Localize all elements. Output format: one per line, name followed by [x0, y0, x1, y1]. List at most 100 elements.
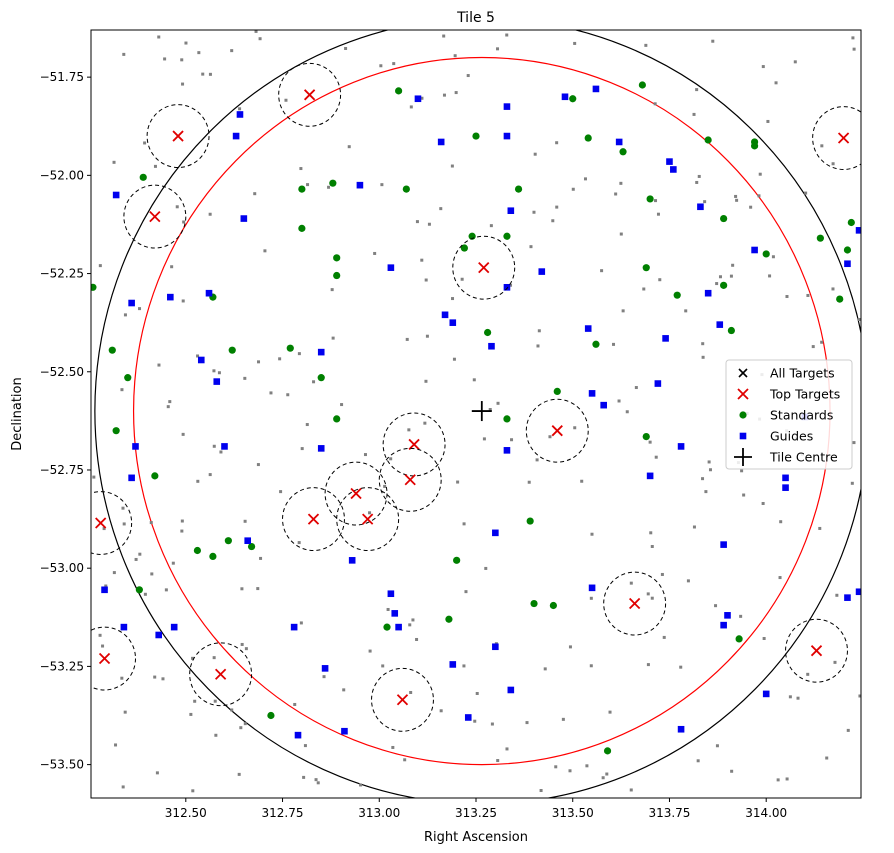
guide-point	[720, 621, 727, 629]
top-target-point	[172, 130, 184, 142]
standard-point	[286, 344, 294, 352]
all-target-point	[340, 403, 344, 407]
all-target-point	[244, 647, 248, 651]
top-target-mark-stroke	[629, 597, 641, 610]
all-target-point	[213, 699, 217, 703]
guide-point	[588, 390, 596, 397]
standard-point	[530, 599, 538, 608]
all-target-point	[654, 199, 658, 203]
top-target-point	[551, 425, 563, 437]
guide-point	[782, 484, 789, 491]
all-target-point	[163, 57, 167, 61]
guide-point	[507, 207, 515, 215]
top-target-highlight-circle	[378, 447, 442, 512]
guide-point	[855, 588, 861, 596]
guide-point	[236, 111, 244, 118]
all-target-point	[181, 82, 185, 86]
guide-point	[348, 557, 356, 564]
all-target-point	[731, 263, 735, 267]
all-target-point	[496, 759, 500, 763]
all-target-point	[322, 675, 326, 679]
guide-point	[221, 443, 228, 450]
all-target-point	[766, 119, 770, 123]
guide-point	[232, 132, 240, 140]
all-target-point	[539, 789, 543, 793]
all-target-point	[573, 426, 577, 430]
top-target-point	[98, 652, 111, 665]
top-target-mark-stroke	[149, 210, 161, 223]
top-target-mark-stroke	[404, 474, 416, 486]
all-target-point	[621, 309, 625, 313]
standard-point	[843, 246, 852, 254]
standard-point	[503, 415, 511, 423]
all-target-point	[123, 313, 127, 317]
top-target-highlight-circle	[336, 487, 400, 552]
y-tick-label: −51.75	[40, 70, 84, 84]
all-target-point	[662, 635, 666, 639]
all-target-point	[182, 220, 186, 224]
standard-point	[514, 185, 523, 193]
all-target-point	[386, 607, 390, 611]
all-target-point	[793, 60, 797, 64]
all-target-point	[347, 145, 351, 149]
y-tick-label: −53.00	[40, 561, 84, 575]
all-target-point	[450, 164, 454, 168]
all-target-point	[697, 174, 701, 178]
legend-label: All Targets	[770, 366, 835, 381]
all-target-point	[181, 299, 185, 303]
all-target-point	[785, 295, 789, 299]
guide-point	[128, 474, 135, 482]
guide-point	[112, 191, 120, 199]
legend-standards-marker	[739, 411, 747, 419]
x-tick-label: 313.25	[455, 806, 497, 820]
tile-centre-marker	[471, 401, 492, 422]
standard-point	[603, 747, 612, 755]
all-target-point	[168, 400, 172, 404]
all-target-point	[580, 479, 584, 483]
all-target-point	[368, 649, 372, 653]
guide-point	[844, 260, 851, 268]
standard-point	[720, 281, 728, 289]
guide-point	[213, 378, 221, 385]
all-target-point	[527, 480, 531, 484]
all-target-point	[330, 288, 334, 292]
all-target-point	[846, 728, 850, 732]
all-target-point	[342, 688, 346, 692]
all-target-point	[529, 245, 533, 249]
all-target-point	[646, 592, 650, 596]
all-target-point	[473, 719, 477, 723]
all-target-point	[762, 636, 766, 640]
top-target-mark-stroke	[478, 262, 490, 274]
all-target-point	[181, 432, 185, 436]
standard-point	[584, 134, 592, 142]
standard-point	[267, 711, 275, 720]
all-target-point	[761, 65, 765, 69]
all-target-point	[739, 614, 743, 618]
guide-point	[449, 319, 457, 326]
guide-point	[341, 727, 348, 735]
all-target-point	[758, 172, 762, 176]
all-target-point	[153, 164, 157, 168]
all-target-point	[718, 275, 722, 279]
all-target-point	[439, 207, 443, 211]
legend-box	[725, 359, 853, 470]
top-target-point	[629, 597, 641, 610]
all-target-point	[820, 144, 824, 148]
x-tick-label: 312.75	[262, 806, 304, 820]
guide-point	[387, 264, 395, 271]
guide-point	[592, 85, 600, 93]
all-target-point	[175, 205, 179, 209]
all-target-point	[489, 224, 493, 228]
all-target-point	[696, 759, 700, 763]
standard-point	[91, 283, 97, 291]
guide-point	[507, 686, 515, 694]
all-target-point	[442, 93, 446, 97]
all-target-point	[379, 64, 383, 68]
top-target-point	[149, 210, 161, 223]
top-target-point	[478, 262, 490, 274]
guide-point	[844, 594, 851, 601]
top-target-point	[404, 474, 416, 486]
all-target-point	[617, 399, 621, 403]
all-target-point	[217, 371, 221, 375]
all-target-point	[112, 571, 116, 575]
